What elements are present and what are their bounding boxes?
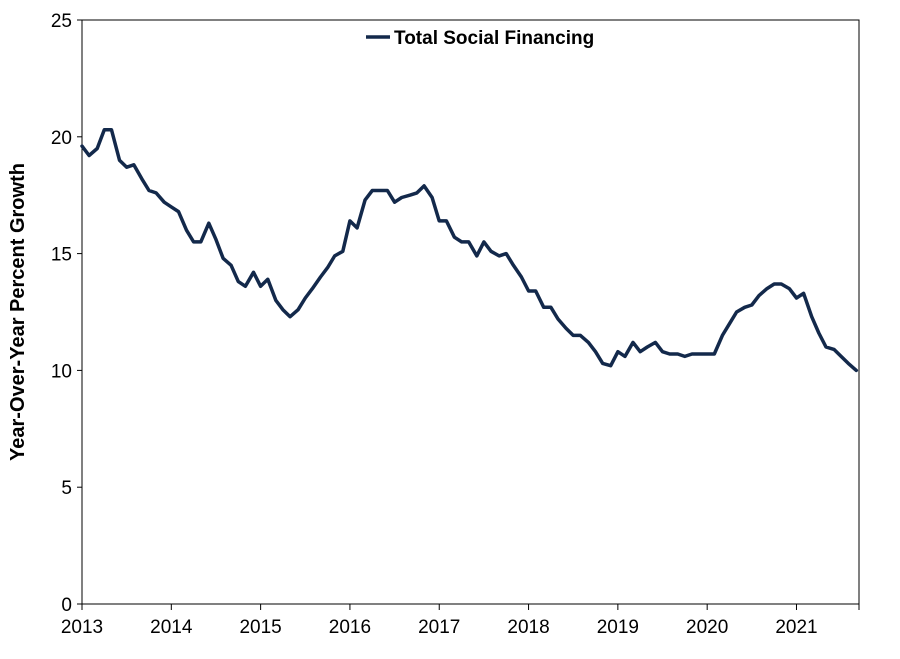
series-line-total-social-financing <box>80 128 859 373</box>
y-tick-label: 25 <box>51 11 72 32</box>
x-tick-label: 2016 <box>329 617 371 638</box>
x-tick-label: 2020 <box>686 617 728 638</box>
y-axis-title: Year-Over-Year Percent Growth <box>7 163 29 461</box>
x-tick-label: 2018 <box>507 617 549 638</box>
y-axis: 0 5 10 15 20 25 <box>51 11 82 616</box>
x-tick-label: 2017 <box>418 617 460 638</box>
legend: Total Social Financing <box>366 28 594 49</box>
x-tick-label: 2021 <box>775 617 817 638</box>
y-tick-label: 5 <box>61 478 72 499</box>
y-tick-label: 10 <box>51 361 72 382</box>
x-tick-label: 2014 <box>150 617 193 638</box>
y-tick-label: 20 <box>51 128 72 149</box>
x-tick-label: 2013 <box>61 617 103 638</box>
legend-label: Total Social Financing <box>394 28 594 49</box>
x-tick-label: 2019 <box>597 617 639 638</box>
y-tick-label: 15 <box>51 245 72 266</box>
x-tick-label: 2015 <box>239 617 281 638</box>
y-tick-label: 0 <box>61 595 72 616</box>
plot-area <box>81 19 860 605</box>
x-axis: 2013 2014 2015 2016 2017 2018 2019 2020 2021 <box>61 604 860 638</box>
